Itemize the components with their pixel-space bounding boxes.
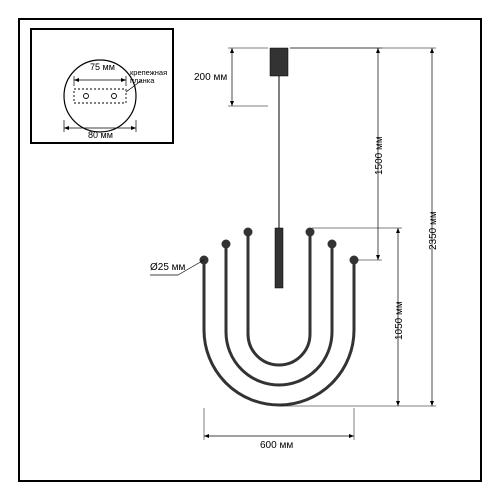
ball-r2 — [328, 240, 337, 249]
dim-1050: 1050 мм — [394, 301, 405, 340]
dim-25: Ø25 мм — [150, 262, 185, 273]
ceiling-cap — [270, 48, 288, 76]
ball-r1 — [350, 256, 359, 265]
dim-1500: 1500 мм — [374, 136, 385, 175]
main-drawing — [0, 0, 500, 500]
center-column — [275, 228, 283, 288]
ball-l3 — [244, 228, 253, 237]
ball-r3 — [306, 228, 315, 237]
dim-200: 200 мм — [194, 72, 227, 83]
ball-l2 — [222, 240, 231, 249]
dim-600: 600 мм — [260, 440, 293, 451]
dim-2350: 2350 мм — [428, 211, 439, 250]
